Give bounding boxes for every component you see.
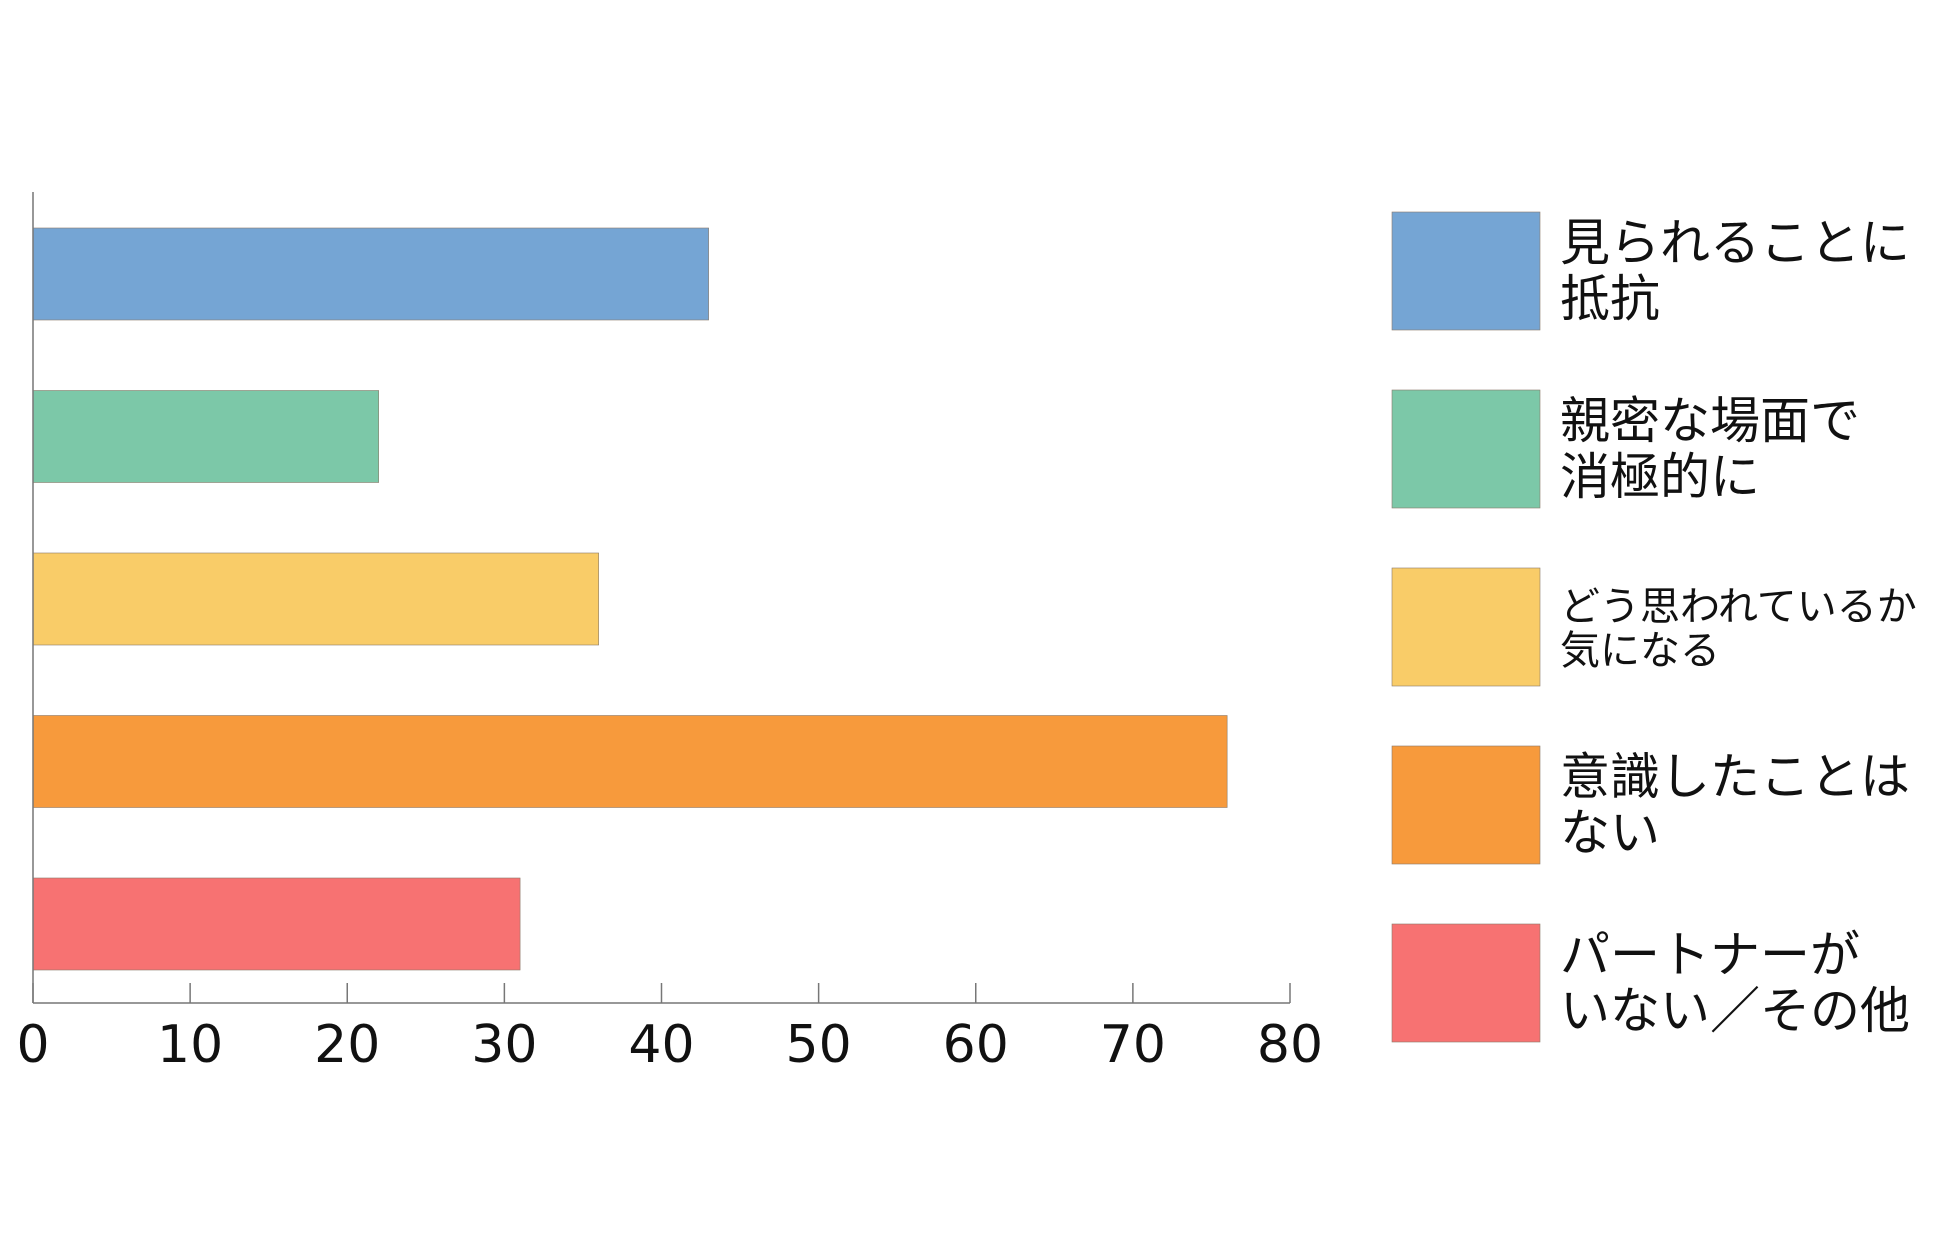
x-tick-label-30: 30 bbox=[471, 1015, 537, 1075]
bars-layer bbox=[32, 227, 1228, 971]
legend-label-1-line-1: 見られることに bbox=[1560, 214, 1910, 272]
x-tick-label-80: 80 bbox=[1257, 1015, 1323, 1075]
legend-label-2-line-2: 消極的に bbox=[1560, 448, 1760, 506]
legend-label-5-line-2: いない／その他 bbox=[1560, 982, 1910, 1040]
legend-swatch-5 bbox=[1391, 923, 1541, 1043]
x-tick-label-50: 50 bbox=[786, 1015, 852, 1075]
bar-1 bbox=[32, 227, 709, 321]
legend-label-5-line-1: パートナーが bbox=[1560, 926, 1860, 984]
legend-label-2: 親密な場面で消極的に bbox=[1560, 392, 1860, 506]
legend-label-4-line-1: 意識したことは bbox=[1560, 748, 1910, 806]
legend-label-3-line-2: 気になる bbox=[1560, 628, 1720, 674]
legend-layer: 見られることに抵抗親密な場面で消極的にどう思われているか気になる意識したことはな… bbox=[1391, 211, 1917, 1043]
legend-swatch-4 bbox=[1391, 745, 1541, 865]
legend-label-3-line-1: どう思われているか bbox=[1560, 584, 1917, 630]
legend-swatch-3 bbox=[1391, 567, 1541, 687]
bar-2 bbox=[32, 390, 379, 483]
legend-label-2-line-1: 親密な場面で bbox=[1560, 392, 1860, 450]
legend-label-1: 見られることに抵抗 bbox=[1560, 214, 1910, 328]
x-tick-label-40: 40 bbox=[628, 1015, 694, 1075]
bar-4 bbox=[32, 715, 1228, 808]
legend-label-3: どう思われているか気になる bbox=[1560, 584, 1917, 674]
x-tick-label-0: 0 bbox=[16, 1015, 49, 1075]
legend-label-1-line-2: 抵抗 bbox=[1560, 270, 1660, 328]
x-tick-label-20: 20 bbox=[314, 1015, 380, 1075]
legend-label-5: パートナーがいない／その他 bbox=[1560, 926, 1910, 1040]
bar-3 bbox=[32, 552, 599, 646]
x-tick-label-70: 70 bbox=[1100, 1015, 1166, 1075]
x-tick-label-10: 10 bbox=[157, 1015, 223, 1075]
legend-label-4-line-2: ない bbox=[1560, 804, 1660, 862]
bar-5 bbox=[32, 877, 521, 971]
axis-layer: 0 10 20 30 40 50 60 70 80 bbox=[16, 192, 1323, 1075]
x-tick-label-60: 60 bbox=[943, 1015, 1009, 1075]
legend-swatch-2 bbox=[1391, 389, 1541, 509]
legend-swatch-1 bbox=[1391, 211, 1541, 331]
legend-label-4: 意識したことはない bbox=[1560, 748, 1910, 862]
